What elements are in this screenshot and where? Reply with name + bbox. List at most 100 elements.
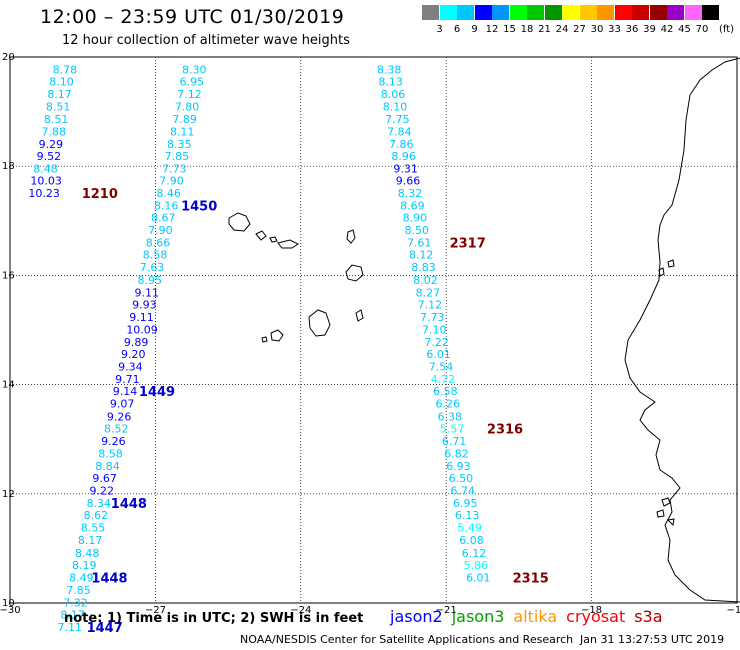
wave-height-value: 7.63 (140, 261, 165, 274)
wave-height-value: 7.88 (42, 125, 67, 138)
wave-height-value: 8.11 (170, 125, 195, 138)
legend-swatch (439, 5, 457, 20)
satellite-name: jason3 (451, 607, 505, 626)
legend-swatch (632, 5, 649, 20)
wave-height-value: 6.13 (455, 509, 480, 522)
island-santo-antao (228, 212, 251, 232)
island-sao-vicente (255, 230, 267, 241)
legend-swatch (457, 5, 474, 20)
wave-height-value: 6.38 (437, 410, 462, 423)
wave-height-value: 9.66 (396, 174, 421, 187)
wave-height-value: 7.90 (159, 174, 184, 187)
wave-height-value: 8.17 (60, 608, 85, 621)
map-title: 12:00 – 23:59 UTC 01/30/2019 (40, 6, 345, 28)
wave-height-value: 8.58 (143, 249, 168, 262)
wave-height-value: 9.14 (113, 385, 137, 398)
map-subtitle: 12 hour collection of altimeter wave hei… (62, 33, 350, 48)
satellite-legend: jason2 jason3 altika cryosat s3a (390, 607, 672, 626)
map-frame (9, 56, 738, 604)
legend-swatch (597, 5, 614, 20)
pass-time-label: 1210 (82, 187, 118, 202)
island-santiago (308, 309, 331, 337)
x-tick-label: −27 (145, 605, 166, 616)
legend-swatch (474, 5, 492, 20)
wave-height-value: 9.22 (89, 485, 114, 498)
wave-height-value: 7.73 (420, 311, 445, 324)
pass-time-label: 1448 (91, 571, 127, 586)
pass-time-labels: 1210 1450 1449 1448 1448 1447 2317 2316 2315 (82, 187, 549, 636)
wave-height-value: 7.22 (424, 336, 449, 349)
pass-time-label: 2317 (450, 237, 486, 252)
wave-height-value: 6.74 (451, 485, 476, 498)
wave-height-value: 10.09 (126, 323, 158, 336)
wave-height-value: 8.83 (411, 261, 436, 274)
legend-label: 24 (555, 24, 569, 35)
island-brava (261, 336, 268, 343)
legend-label: 27 (573, 24, 586, 35)
wave-height-value: 7.12 (177, 88, 202, 101)
wave-height-value: 8.12 (409, 249, 434, 262)
island-sao-nicolau (277, 239, 299, 249)
legend-label: 33 (608, 24, 621, 35)
legend-swatch (649, 5, 667, 20)
wave-height-value: 8.16 (154, 200, 179, 213)
legend-label: 6 (453, 24, 461, 35)
pass-time-label: 1449 (139, 385, 175, 400)
wave-height-value: 7.89 (172, 113, 197, 126)
legend-label: 9 (471, 24, 478, 35)
wave-height-value: 9.29 (39, 138, 64, 151)
wave-height-value: 8.30 (182, 64, 207, 77)
footer-note: note: 1) Time is in UTC; 2) SWH is in fe… (64, 611, 364, 626)
wave-height-value: 8.84 (95, 460, 120, 473)
satellite-name: jason2 (390, 607, 443, 626)
wave-height-value: 7.11 (57, 621, 81, 634)
color-legend: 3 6 9 12 15 18 21 24 27 30 33 36 39 42 45 70 (ft) (422, 5, 734, 35)
wave-height-value: 9.11 (135, 286, 160, 299)
wave-height-value: 8.66 (146, 237, 171, 250)
wave-height-value: 8.17 (78, 534, 103, 547)
wave-height-value: 6.12 (462, 547, 487, 560)
wave-height-value: 9.20 (121, 348, 146, 361)
island-sal (346, 229, 356, 244)
wave-height-value: 9.89 (124, 336, 149, 349)
y-tick-label: 12 (2, 489, 15, 500)
wave-height-value: 8.13 (378, 76, 403, 89)
wave-height-value: 7.32 (63, 596, 88, 609)
wave-height-value: 9.07 (110, 398, 135, 411)
satellite-name: altika (513, 607, 558, 626)
wave-height-value: 6.50 (449, 472, 474, 485)
y-tick-label: 18 (2, 161, 15, 172)
legend-swatch (492, 5, 509, 20)
legend-label: 30 (590, 24, 604, 35)
wave-height-value: 8.90 (403, 212, 428, 225)
x-tick-label: −15 (726, 605, 740, 616)
wave-height-value: 8.51 (44, 113, 69, 126)
wave-height-value: 6.08 (459, 534, 484, 547)
wave-height-value: 8.32 (398, 187, 423, 200)
wave-height-value: 8.96 (391, 150, 416, 163)
wave-height-value: 8.48 (33, 162, 58, 175)
x-tick-label: −21 (436, 605, 457, 616)
island-maio (355, 309, 364, 322)
wave-height-value: 6.95 (180, 76, 205, 89)
x-tick-label: −24 (290, 605, 311, 616)
legend-label: 15 (503, 24, 516, 35)
africa-coastline (624, 57, 740, 603)
wave-height-value: 7.80 (175, 101, 200, 114)
wave-height-value: 5.57 (440, 422, 465, 435)
legend-swatch (684, 5, 702, 20)
wave-height-value: 9.34 (118, 361, 142, 374)
coastal-islands (658, 259, 675, 277)
bijagos-islands (656, 497, 675, 527)
wave-height-value: 8.19 (72, 559, 97, 572)
legend-label: 36 (625, 24, 639, 35)
legend-label: 70 (695, 24, 709, 35)
map-grid: −30−27−24−21−18−15201816141210 (0, 52, 740, 616)
legend-swatch (702, 5, 719, 20)
credit-line: NOAA/NESDIS Center for Satellite Applica… (240, 633, 574, 646)
wave-height-value: 8.35 (167, 138, 192, 151)
wave-height-value: 8.50 (405, 224, 430, 237)
wave-height-value: 6.01 (466, 571, 491, 584)
legend-swatch (527, 5, 544, 20)
legend-label: 3 (436, 24, 443, 35)
